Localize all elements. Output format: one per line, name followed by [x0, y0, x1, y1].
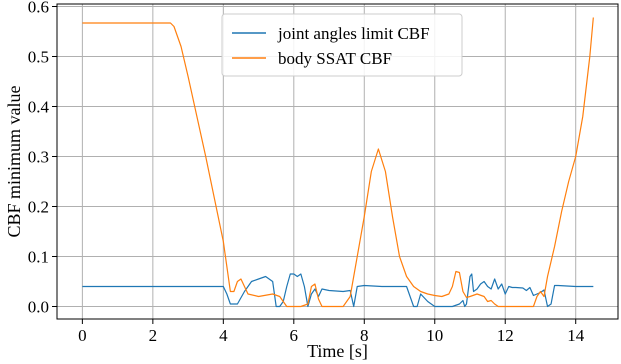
- y-tick-label: 0.2: [28, 198, 49, 217]
- x-tick-label: 8: [360, 326, 369, 345]
- legend-label-body-ssat: body SSAT CBF: [278, 49, 392, 68]
- legend-label-joint-angles: joint angles limit CBF: [277, 24, 430, 43]
- x-axis-ticks: 0 2 4 6 8 10 12 14: [78, 319, 585, 345]
- y-tick-label: 0.6: [28, 0, 49, 17]
- y-tick-label: 0.3: [28, 148, 49, 167]
- y-tick-label: 0.5: [28, 48, 49, 67]
- series-line-1: [82, 17, 594, 308]
- series-group: [82, 17, 594, 308]
- x-tick-label: 10: [426, 326, 443, 345]
- x-tick-label: 12: [497, 326, 514, 345]
- x-tick-label: 6: [290, 326, 299, 345]
- legend-box: [221, 13, 463, 77]
- y-tick-label: 0.4: [28, 98, 50, 117]
- y-tick-label: 0.1: [28, 248, 49, 267]
- x-tick-label: 0: [78, 326, 87, 345]
- legend: joint angles limit CBF body SSAT CBF: [221, 13, 463, 77]
- y-axis-ticks: 0.0 0.1 0.2 0.3 0.4 0.5 0.6: [28, 0, 57, 317]
- series-line-0: [82, 273, 594, 308]
- x-axis-label: Time [s]: [307, 341, 368, 361]
- y-tick-label: 0.0: [28, 298, 49, 317]
- y-axis-label: CBF minimum value: [4, 85, 24, 237]
- plot-frame: [56, 3, 619, 320]
- x-tick-label: 2: [149, 326, 158, 345]
- x-tick-label: 4: [219, 326, 228, 345]
- x-tick-label: 14: [567, 326, 585, 345]
